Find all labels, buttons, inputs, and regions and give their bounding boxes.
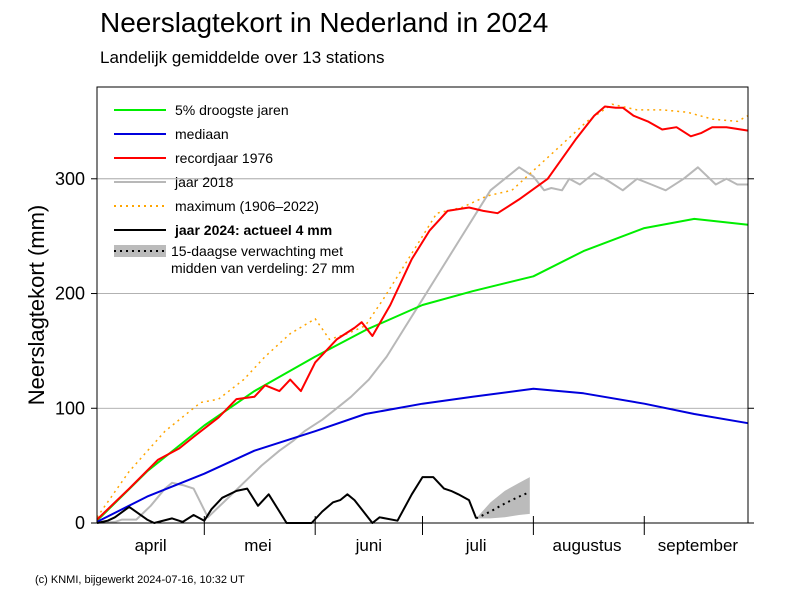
y-tick-label: 200 bbox=[55, 284, 85, 304]
y-tick-label: 300 bbox=[55, 169, 85, 189]
forecast-uncertainty-band bbox=[476, 477, 530, 519]
y-tick-label: 100 bbox=[55, 398, 85, 418]
series-line-year2024 bbox=[96, 476, 478, 524]
legend-label-median: mediaan bbox=[175, 126, 229, 142]
series-line-year2018 bbox=[96, 166, 748, 524]
legend: 5% droogste jaren mediaan recordjaar 1976 j… bbox=[114, 102, 355, 276]
x-tick-label: augustus bbox=[553, 536, 622, 555]
legend-forecast-label-line: 15-daagse verwachting met bbox=[171, 243, 343, 259]
footer-credit: (c) KNMI, bijgewerkt 2024-07-16, 10:32 U… bbox=[35, 574, 245, 586]
x-tick-label: juni bbox=[355, 536, 382, 555]
legend-label-year2018: jaar 2018 bbox=[174, 174, 234, 190]
legend-label-year2024: jaar 2024: actueel 4 mm bbox=[174, 222, 332, 238]
x-tick-label: april bbox=[135, 536, 167, 555]
series-line-median bbox=[96, 387, 749, 523]
legend-forecast-label: 15-daagse verwachting met midden van verd… bbox=[171, 243, 355, 276]
x-tick-label: mei bbox=[244, 536, 271, 555]
legend-label-record1976: recordjaar 1976 bbox=[175, 150, 273, 166]
legend-label-maximum: maximum (1906–2022) bbox=[175, 198, 319, 214]
chart-subtitle: Landelijk gemiddelde over 13 stations bbox=[100, 48, 384, 67]
y-axis-label: Neerslagtekort (mm) bbox=[24, 205, 49, 405]
x-tick-label: september bbox=[658, 536, 739, 555]
series-line-maximum bbox=[96, 103, 749, 518]
series-layer bbox=[96, 103, 749, 524]
y-tick-label: 0 bbox=[75, 513, 85, 533]
legend-forecast-entry: 15-daagse verwachting met midden van verd… bbox=[114, 243, 355, 276]
forecast-band-layer bbox=[476, 477, 530, 519]
chart-title: Neerslagtekort in Nederland in 2024 bbox=[100, 7, 548, 38]
legend-label-dry5: 5% droogste jaren bbox=[175, 102, 289, 118]
x-tick-label: juli bbox=[465, 536, 487, 555]
legend-forecast-label-line: midden van verdeling: 27 mm bbox=[171, 260, 355, 276]
series-line-record1976 bbox=[96, 105, 749, 521]
axis-ticks: 0 100 200 300 april mei juni juli augustus septem… bbox=[55, 169, 754, 555]
series-line-dry5 bbox=[96, 217, 749, 522]
